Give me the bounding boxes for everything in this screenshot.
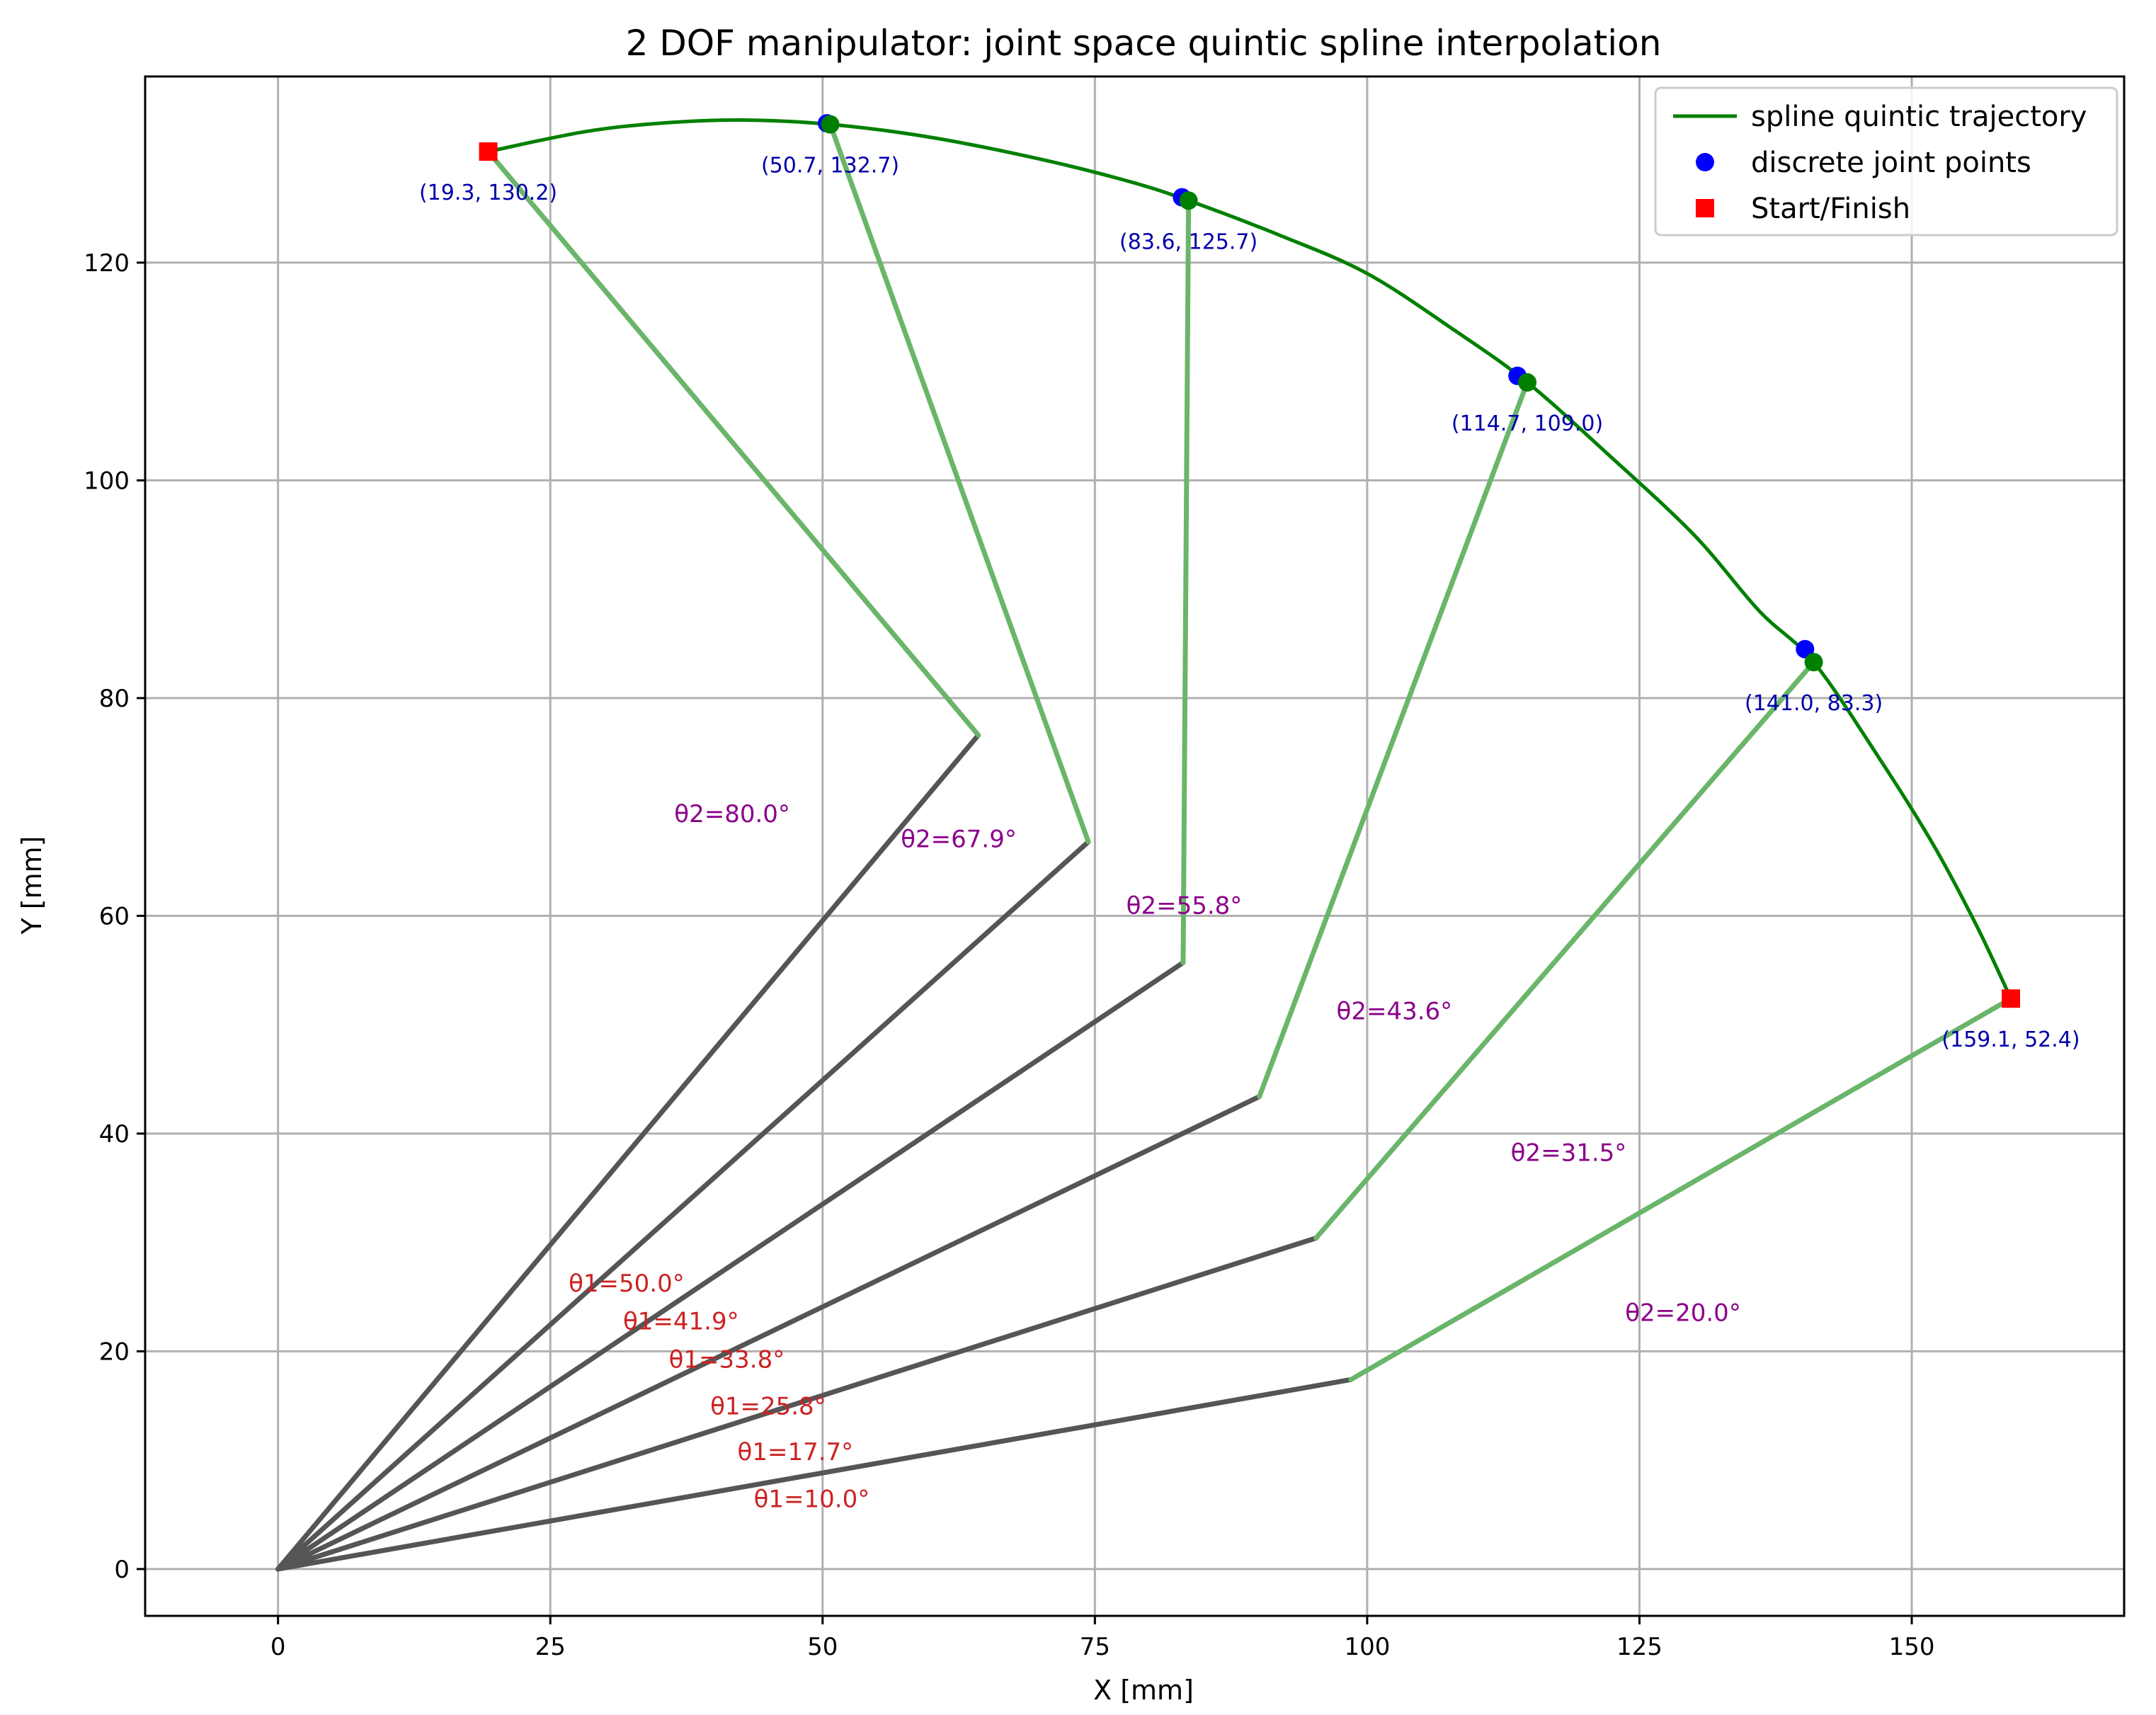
theta1-label: θ1=50.0° — [569, 1270, 685, 1298]
spline-point — [821, 115, 840, 134]
link1-segment — [275, 960, 1186, 1572]
link1-segment — [275, 1094, 1262, 1572]
x-tick-label: 0 — [270, 1633, 286, 1661]
tick-layer: 0 25 50 75 100 125 150 0 20 40 60 80 100 120 — [84, 249, 1934, 1661]
x-tick-label: 150 — [1889, 1633, 1935, 1661]
link2-segment — [828, 122, 1091, 845]
x-tick-label: 50 — [807, 1633, 838, 1661]
marker-layer — [479, 114, 2021, 1008]
y-tick-label: 40 — [99, 1120, 130, 1149]
spline-trajectory-line — [488, 118, 2013, 1000]
spline-point — [1804, 653, 1823, 672]
point-coordinate-label: (50.7, 132.7) — [761, 154, 899, 178]
point-coordinate-label: (159.1, 52.4) — [1941, 1027, 2080, 1052]
theta1-label: θ1=10.0° — [754, 1485, 870, 1513]
x-axis-label: X [mm] — [1093, 1675, 1194, 1706]
legend: spline quintic trajectory discrete joint … — [1654, 86, 2118, 237]
theta2-label: θ2=31.5° — [1511, 1139, 1627, 1167]
chart-title: 2 DOF manipulator: joint space quintic s… — [626, 23, 1662, 64]
point-coordinate-label: (114.7, 109.0) — [1451, 411, 1603, 436]
link2-segment — [1348, 996, 2014, 1382]
link2-segment — [486, 149, 981, 738]
grid-layer — [145, 76, 2124, 1616]
legend-label: discrete joint points — [1751, 147, 2031, 179]
spline-point — [1518, 373, 1537, 392]
link2-segment — [1313, 659, 1817, 1241]
label-layer: θ1=50.0° θ2=80.0° θ1=41.9° θ2=67.9° θ1=33.8°… — [419, 154, 2080, 1514]
point-coordinate-label: (83.6, 125.7) — [1119, 229, 1257, 254]
link2-segment — [1180, 198, 1192, 966]
theta2-label: θ2=55.8° — [1127, 891, 1243, 920]
y-tick-label: 20 — [99, 1338, 130, 1366]
link1-segment — [275, 839, 1091, 1572]
x-tick-label: 100 — [1344, 1633, 1390, 1661]
y-tick-label: 80 — [99, 685, 130, 713]
y-tick-label: 100 — [84, 467, 130, 495]
theta1-label: θ1=25.8° — [710, 1393, 826, 1421]
theta1-label: θ1=41.9° — [623, 1308, 739, 1336]
y-axis-label: Y [mm] — [16, 836, 47, 935]
start-finish-marker — [479, 142, 498, 161]
theta1-label: θ1=17.7° — [738, 1438, 854, 1466]
discrete-joint-point — [1796, 639, 1815, 659]
link1-segment — [275, 1377, 1354, 1572]
point-coordinate-label: (19.3, 130.2) — [419, 181, 557, 205]
point-coordinate-label: (141.0, 83.3) — [1745, 691, 1883, 716]
link1-segment — [275, 732, 981, 1572]
legend-box — [1654, 86, 2118, 237]
x-tick-label: 25 — [535, 1633, 566, 1661]
theta2-label: θ2=67.9° — [901, 826, 1017, 854]
arm-layer — [275, 122, 2014, 1572]
start-finish-marker — [2002, 989, 2021, 1008]
theta1-label: θ1=33.8° — [669, 1345, 785, 1374]
x-tick-label: 75 — [1080, 1633, 1110, 1661]
x-tick-label: 125 — [1616, 1633, 1662, 1661]
link2-segment — [1257, 380, 1530, 1100]
theta2-label: θ2=80.0° — [674, 800, 790, 828]
legend-swatch-circle — [1696, 153, 1714, 171]
y-tick-label: 120 — [84, 249, 130, 278]
y-tick-label: 0 — [114, 1556, 130, 1584]
theta2-label: θ2=20.0° — [1625, 1299, 1741, 1327]
y-tick-label: 60 — [99, 902, 130, 930]
legend-label: Start/Finish — [1751, 193, 1910, 225]
spline-point — [1179, 191, 1198, 210]
trajectory-layer — [488, 118, 2013, 1000]
legend-swatch-square — [1696, 199, 1714, 217]
link1-segment — [275, 1235, 1319, 1572]
legend-label: spline quintic trajectory — [1751, 101, 2087, 133]
theta2-label: θ2=43.6° — [1337, 997, 1453, 1025]
plot-frame — [144, 75, 2126, 1617]
